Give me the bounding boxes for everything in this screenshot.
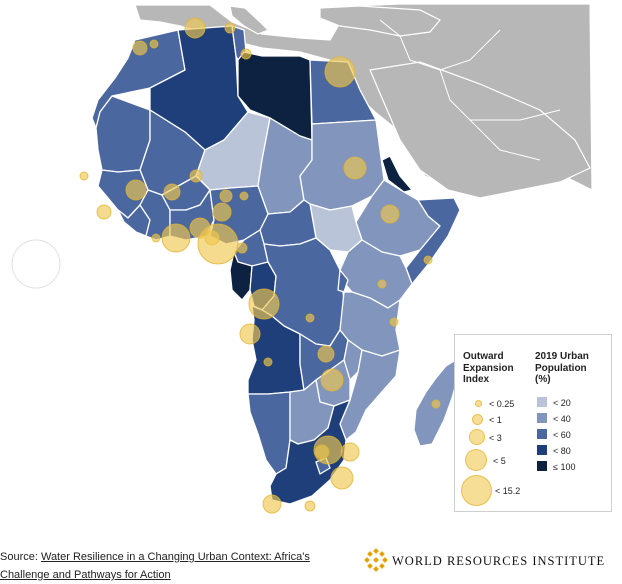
middle-east-borders xyxy=(379,19,561,161)
map-svg xyxy=(11,3,593,514)
urban-legend-title: 2019 Urban Population (%) xyxy=(535,351,589,385)
urban-swatch xyxy=(537,461,547,471)
bubble-label: < 5 xyxy=(493,456,506,466)
wri-emblem-icon xyxy=(364,548,388,572)
urban-label: < 80 xyxy=(553,446,571,456)
source-credit: Source: Water Resilience in a Changing U… xyxy=(0,548,360,584)
urban-swatch xyxy=(537,397,547,407)
empty-marker xyxy=(11,239,61,289)
urban-swatch xyxy=(537,429,547,439)
bubble-label: < 15.2 xyxy=(495,486,521,496)
italy-sicily xyxy=(229,5,270,35)
bubble-swatch xyxy=(475,400,482,407)
bubble-swatch xyxy=(472,414,483,425)
bubble-swatch xyxy=(465,449,487,471)
bubble-label: < 3 xyxy=(489,433,502,443)
wri-logo: WORLD RESOURCES INSTITUTE xyxy=(362,548,622,574)
urban-label: < 20 xyxy=(553,398,571,408)
source-prefix: Source: xyxy=(0,551,41,563)
bubble-swatch xyxy=(461,475,492,506)
bubble-label: < 1 xyxy=(489,415,502,425)
africa-map xyxy=(11,3,593,514)
legend: Outward Expansion Index 2019 Urban Popul… xyxy=(454,334,612,512)
urban-label: < 60 xyxy=(553,430,571,440)
africa-countries xyxy=(91,25,461,505)
source-link[interactable]: Water Resilience in a Changing Urban Con… xyxy=(0,551,310,581)
city-bubbles xyxy=(79,17,441,514)
bubble-swatch xyxy=(469,429,485,445)
wri-brand-text: WORLD RESOURCES INSTITUTE xyxy=(392,554,606,568)
bubble-label: < 0.25 xyxy=(489,399,515,409)
urban-label: < 40 xyxy=(553,414,571,424)
urban-swatch xyxy=(537,413,547,423)
footer: Source: Water Resilience in a Changing U… xyxy=(0,536,622,581)
urban-label: ≤ 100 xyxy=(553,462,576,472)
expansion-legend-title: Outward Expansion Index xyxy=(463,351,514,385)
urban-swatch xyxy=(537,445,547,455)
greece-turkey xyxy=(319,5,441,37)
